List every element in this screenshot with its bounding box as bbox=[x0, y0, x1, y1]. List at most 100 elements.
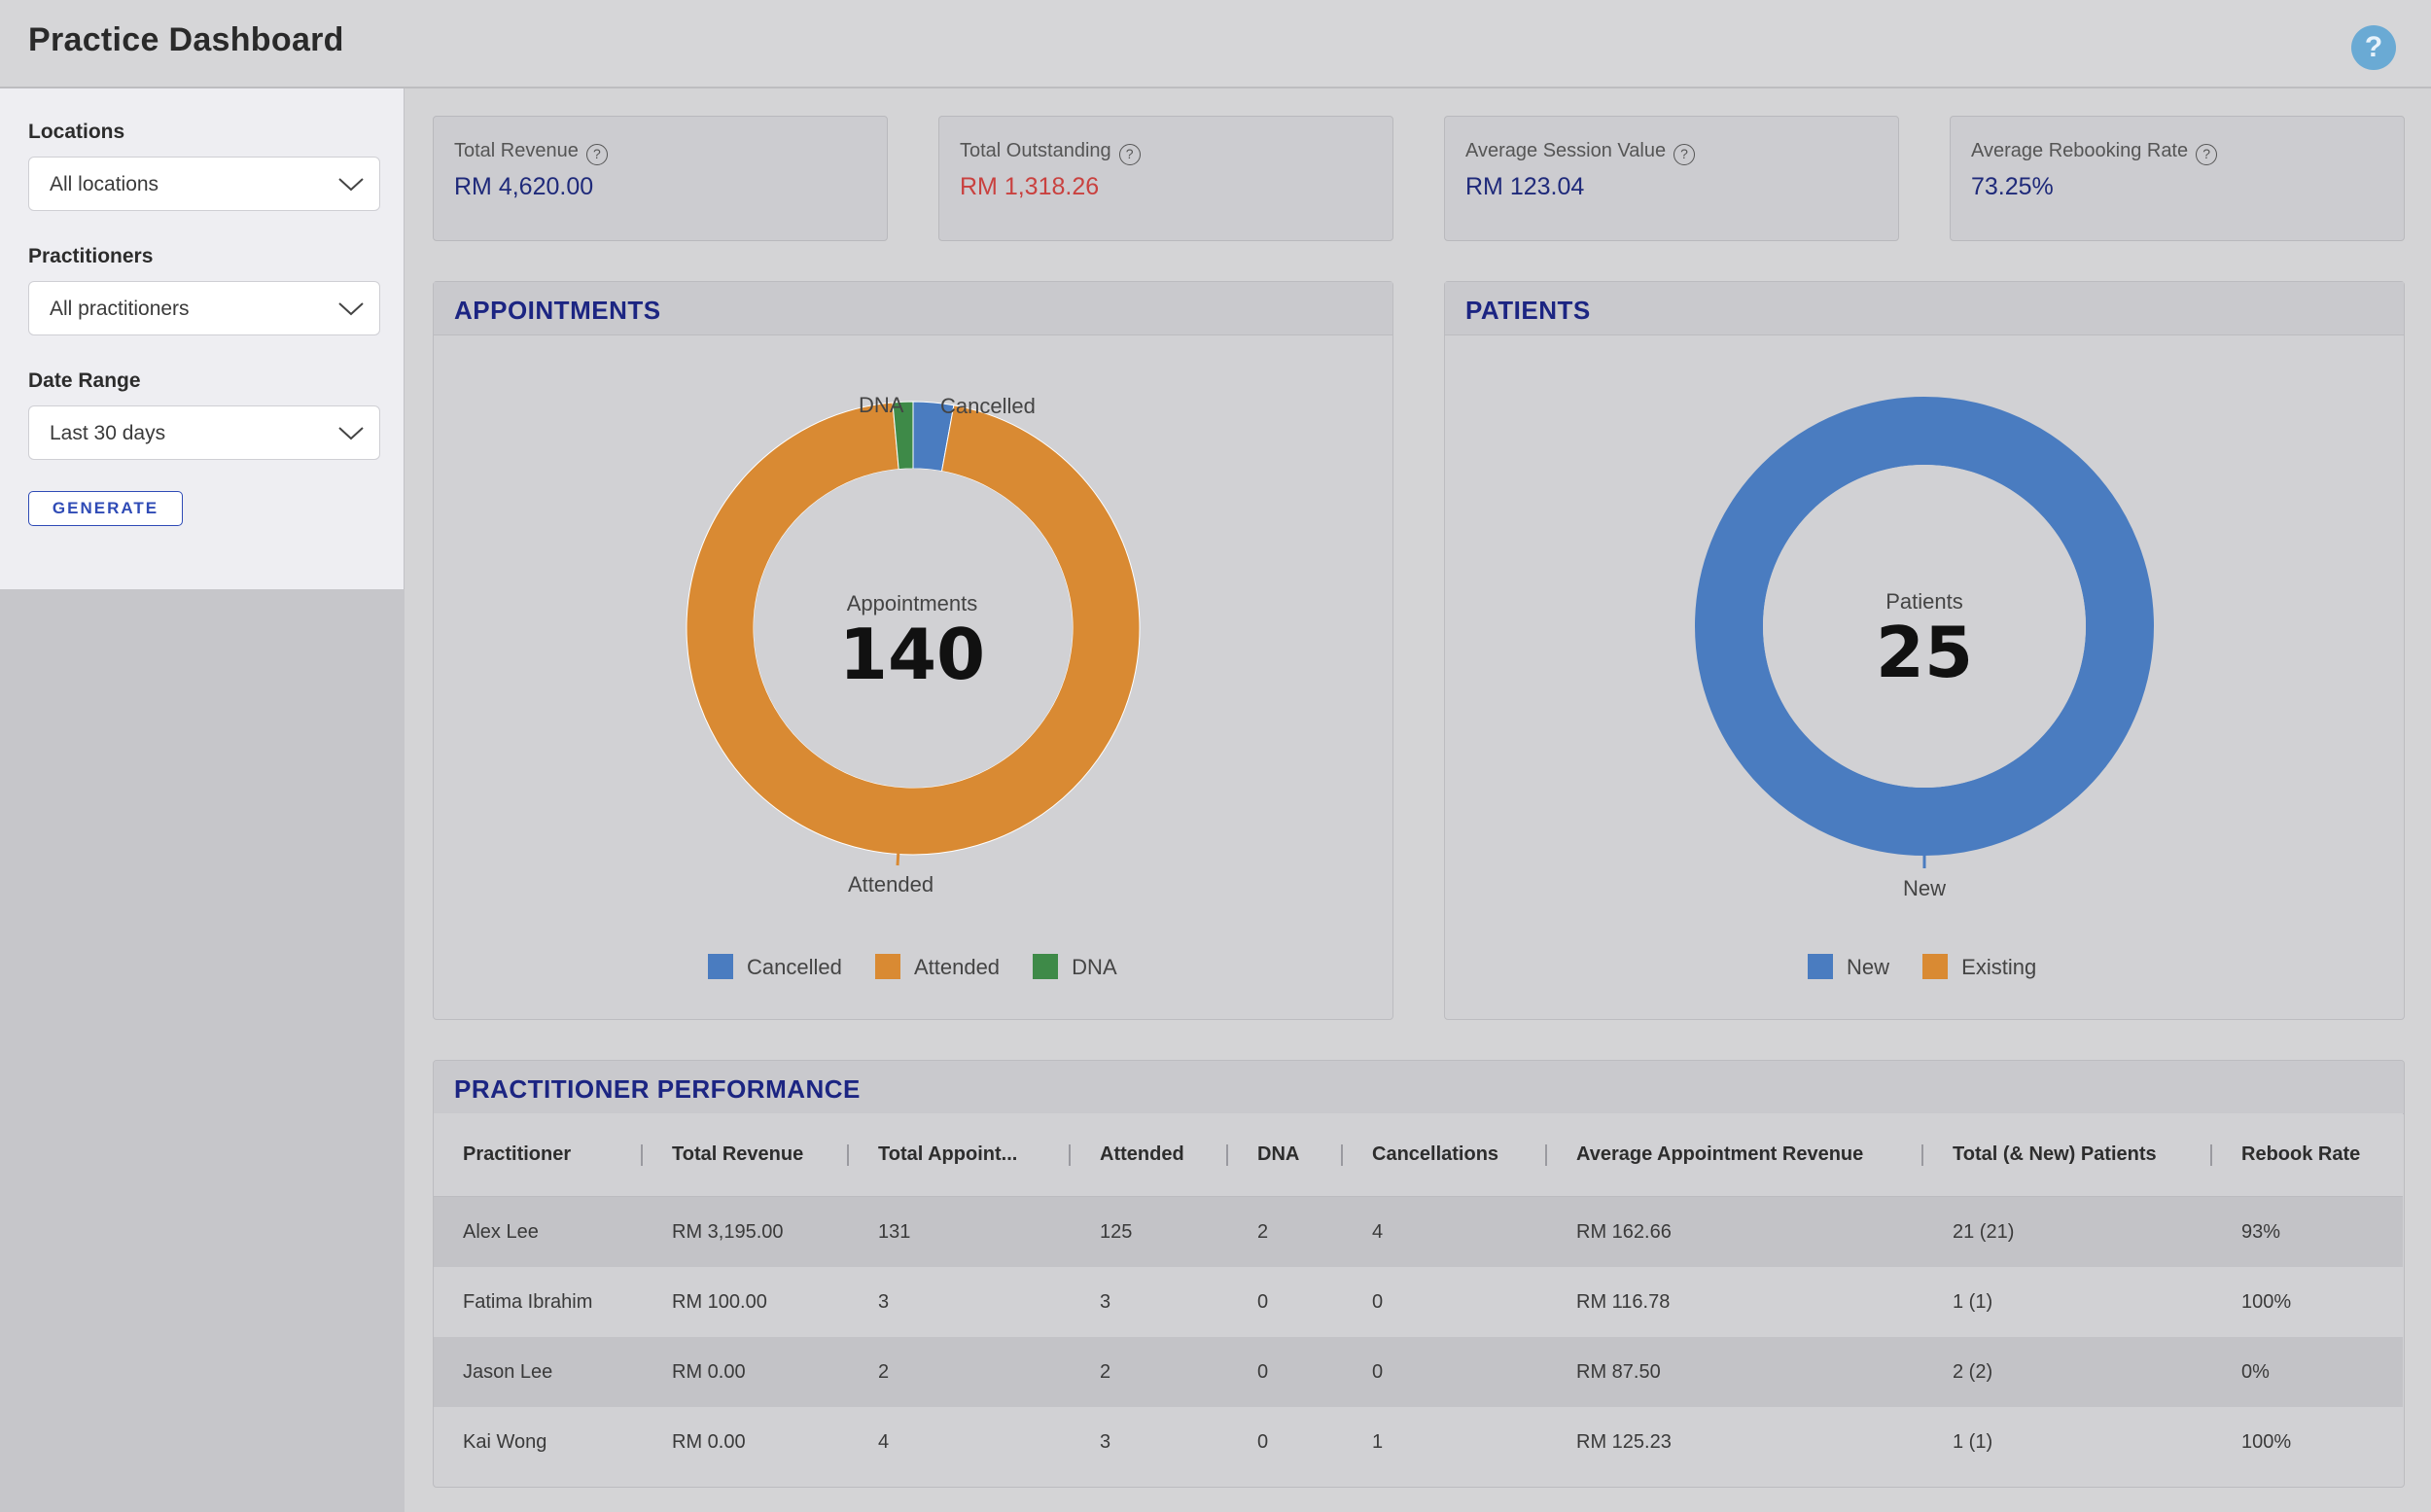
column-header[interactable]: Total (& New) Patients bbox=[1923, 1113, 2212, 1197]
column-header[interactable]: Total Appoint... bbox=[849, 1113, 1071, 1197]
help-circle-icon[interactable]: ? bbox=[1118, 144, 1141, 165]
table-cell: 1 bbox=[1343, 1407, 1547, 1477]
column-separator[interactable] bbox=[847, 1144, 849, 1166]
table-cell: RM 3,195.00 bbox=[643, 1196, 849, 1267]
legend-item-existing[interactable]: Existing bbox=[1922, 954, 2036, 980]
table-cell: 93% bbox=[2212, 1196, 2403, 1267]
table-cell: RM 116.78 bbox=[1547, 1267, 1923, 1337]
locations-select[interactable]: All locations bbox=[28, 157, 380, 211]
table-cell: 125 bbox=[1071, 1196, 1228, 1267]
table-cell: 21 (21) bbox=[1923, 1196, 2212, 1267]
date-range-select[interactable]: Last 30 days bbox=[28, 405, 380, 460]
column-header[interactable]: DNA bbox=[1228, 1113, 1343, 1197]
table-cell: 2 bbox=[1071, 1337, 1228, 1407]
legend-label: DNA bbox=[1072, 955, 1117, 979]
legend-item-new[interactable]: New bbox=[1808, 954, 1889, 980]
performance-panel-header: PRACTITIONER PERFORMANCE bbox=[434, 1061, 2404, 1114]
column-header-label: Practitioner bbox=[463, 1143, 572, 1165]
appointments-center-value: 140 bbox=[839, 614, 985, 695]
table-cell: RM 87.50 bbox=[1547, 1337, 1923, 1407]
column-header-label: Cancellations bbox=[1372, 1143, 1499, 1165]
column-separator[interactable] bbox=[1069, 1144, 1071, 1166]
date-range-select-value: Last 30 days bbox=[50, 422, 166, 444]
legend-swatch bbox=[1922, 954, 1949, 979]
table-row[interactable]: Jason Lee RM 0.00 2 2 0 0 RM 87.50 2 (2)… bbox=[434, 1337, 2403, 1407]
help-circle-icon[interactable]: ? bbox=[585, 144, 608, 165]
table-cell: 100% bbox=[2212, 1267, 2403, 1337]
help-circle-icon[interactable]: ? bbox=[2196, 144, 2218, 165]
column-separator[interactable] bbox=[641, 1144, 643, 1166]
column-separator[interactable] bbox=[1545, 1144, 1547, 1166]
column-separator[interactable] bbox=[1921, 1144, 1923, 1166]
chevron-down-icon bbox=[338, 427, 364, 440]
table-row[interactable]: Alex Lee RM 3,195.00 131 125 2 4 RM 162.… bbox=[434, 1196, 2403, 1267]
table-row[interactable]: Kai Wong RM 0.00 4 3 0 1 RM 125.23 1 (1)… bbox=[434, 1407, 2403, 1477]
legend-label: Existing bbox=[1961, 955, 2037, 979]
table-cell: 4 bbox=[849, 1407, 1071, 1477]
column-header[interactable]: Attended bbox=[1071, 1113, 1228, 1197]
locations-select-value: All locations bbox=[50, 173, 159, 195]
kpi-card-total-outstanding: Total Outstanding? RM 1,318.26 bbox=[938, 116, 1393, 241]
table-cell: 2 bbox=[1228, 1196, 1343, 1267]
legend-swatch bbox=[708, 954, 733, 979]
column-header[interactable]: Practitioner bbox=[434, 1113, 643, 1197]
appointments-center-label: Appointments bbox=[847, 591, 978, 615]
sidebar-empty-area bbox=[0, 589, 405, 1512]
practitioners-select-value: All practitioners bbox=[50, 298, 190, 320]
generate-button[interactable]: GENERATE bbox=[28, 491, 183, 526]
column-separator[interactable] bbox=[1226, 1144, 1228, 1166]
legend-swatch bbox=[874, 954, 900, 979]
column-header[interactable]: Average Appointment Revenue bbox=[1547, 1113, 1923, 1197]
patients-center-value: 25 bbox=[1876, 612, 1973, 693]
kpi-card-average-rebooking-rate: Average Rebooking Rate? 73.25% bbox=[1950, 116, 2405, 241]
kpi-value: 73.25% bbox=[1971, 173, 2054, 200]
dna-leader-line bbox=[899, 414, 905, 433]
table-cell: Fatima Ibrahim bbox=[434, 1267, 643, 1337]
table-cell: 0 bbox=[1228, 1407, 1343, 1477]
filter-sidebar: Locations All locations Practitioners Al… bbox=[0, 88, 405, 589]
legend-item-attended[interactable]: Attended bbox=[874, 954, 1001, 980]
date-range-label: Date Range bbox=[28, 369, 141, 392]
column-header[interactable]: Total Revenue bbox=[643, 1113, 849, 1197]
column-header-label: DNA bbox=[1257, 1143, 1300, 1165]
patients-panel-header: PATIENTS bbox=[1445, 282, 2404, 335]
practitioners-select[interactable]: All practitioners bbox=[28, 281, 380, 335]
legend-item-dna[interactable]: DNA bbox=[1033, 954, 1117, 980]
kpi-label-text: Average Session Value bbox=[1465, 140, 1667, 161]
column-header-label: Total Appoint... bbox=[878, 1143, 1018, 1165]
table-cell: 0 bbox=[1228, 1267, 1343, 1337]
table-cell: 131 bbox=[849, 1196, 1071, 1267]
legend-label: New bbox=[1847, 955, 1890, 979]
column-separator[interactable] bbox=[1341, 1144, 1343, 1166]
appointments-legend: Cancelled Attended DNA bbox=[708, 954, 1145, 980]
table-cell: 100% bbox=[2212, 1407, 2403, 1477]
performance-table: Practitioner Total Revenue Total Appoint… bbox=[434, 1113, 2403, 1477]
kpi-label: Average Session Value? bbox=[1465, 140, 1696, 165]
patients-panel: PATIENTS New Patients 25 New Existing bbox=[1444, 281, 2405, 1020]
table-cell: 1 (1) bbox=[1923, 1267, 2212, 1337]
kpi-label-text: Total Outstanding bbox=[960, 140, 1111, 161]
table-cell: Jason Lee bbox=[434, 1337, 643, 1407]
kpi-card-average-session-value: Average Session Value? RM 123.04 bbox=[1444, 116, 1899, 241]
column-separator[interactable] bbox=[2210, 1144, 2212, 1166]
kpi-card-total-revenue: Total Revenue? RM 4,620.00 bbox=[433, 116, 888, 241]
column-header[interactable]: Cancellations bbox=[1343, 1113, 1547, 1197]
table-cell: RM 0.00 bbox=[643, 1337, 849, 1407]
legend-item-cancelled[interactable]: Cancelled bbox=[708, 954, 842, 980]
table-cell: 0 bbox=[1343, 1337, 1547, 1407]
column-header-label: Rebook Rate bbox=[2241, 1143, 2361, 1165]
appointments-title: APPOINTMENTS bbox=[454, 296, 661, 325]
column-header[interactable]: Rebook Rate bbox=[2212, 1113, 2403, 1197]
help-circle-icon[interactable]: ? bbox=[1674, 144, 1696, 165]
table-row[interactable]: Fatima Ibrahim RM 100.00 3 3 0 0 RM 116.… bbox=[434, 1267, 2403, 1337]
patients-donut-chart: New Patients 25 bbox=[1695, 397, 2154, 900]
practitioners-label: Practitioners bbox=[28, 245, 154, 267]
chevron-down-icon bbox=[338, 302, 364, 316]
legend-label: Cancelled bbox=[747, 955, 842, 979]
legend-label: Attended bbox=[913, 955, 1001, 979]
legend-swatch bbox=[1808, 954, 1833, 979]
kpi-label: Average Rebooking Rate? bbox=[1971, 140, 2218, 165]
kpi-value: RM 4,620.00 bbox=[454, 173, 594, 200]
help-button[interactable]: ? bbox=[2351, 25, 2396, 70]
donut-slice-new[interactable] bbox=[1695, 397, 2154, 856]
